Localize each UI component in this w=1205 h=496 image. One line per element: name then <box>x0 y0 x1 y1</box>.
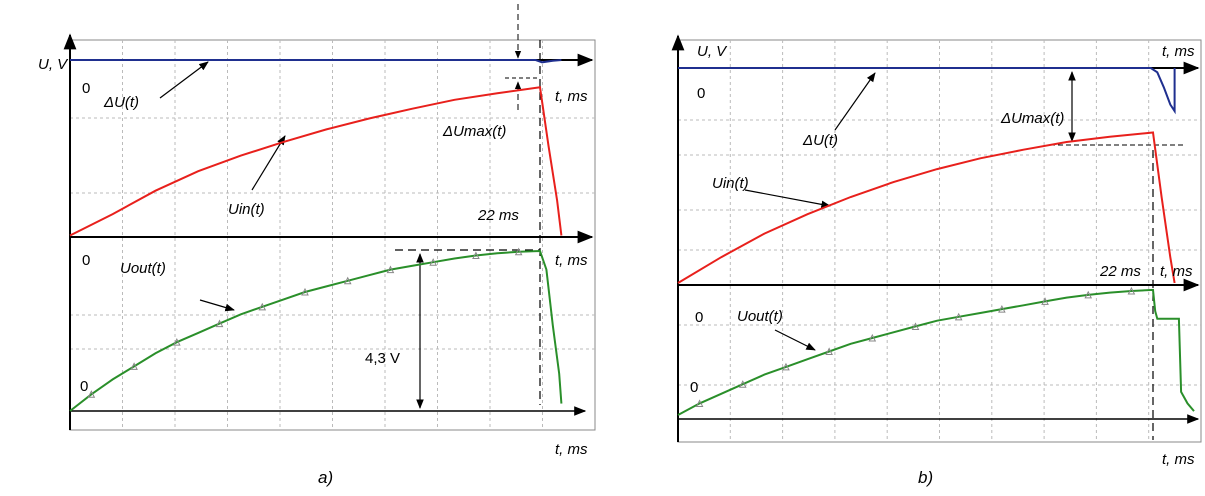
panel-a-uout-marker <box>258 302 267 311</box>
panel-b: U, V t, ms 0 ΔU(t) ΔUmax(t) Uin(t) 22 ms… <box>671 34 1202 487</box>
panel-a-grid <box>70 40 595 430</box>
panel-a-upper-series-0 <box>70 59 562 64</box>
panel-b-uout-marker <box>782 362 790 371</box>
panel-a-22ms-label: 22 ms <box>477 207 519 224</box>
panel-b-uout-marker <box>954 312 963 321</box>
panel-a-series <box>69 59 563 412</box>
panel-b-uin-label: Uin(t) <box>712 175 749 192</box>
panel-b-lower-zero-1: 0 <box>695 309 703 326</box>
panel-b-uout-label: Uout(t) <box>737 308 783 325</box>
panel-b-uout-marker <box>998 305 1006 313</box>
panel-a-uin-pointer <box>251 135 286 191</box>
panel-b-22ms-label: 22 ms <box>1099 263 1141 280</box>
panel-a-lower-zero-1: 0 <box>82 252 90 269</box>
panel-a-uout-marker <box>429 258 437 266</box>
panel-b-lower-zero-2: 0 <box>690 379 698 396</box>
panel-a-uout-marker <box>472 251 480 260</box>
panel-b-uin-pointer <box>744 189 831 209</box>
panel-b-bottom-t-label: t, ms <box>1162 451 1195 468</box>
panel-a-uout-pointer <box>199 299 235 312</box>
panel-b-uout-marker <box>1041 297 1049 305</box>
panel-a-uout-marker <box>130 362 138 370</box>
panel-b-uout-marker <box>738 380 747 388</box>
panel-b-mid-t-label: t, ms <box>1160 263 1193 280</box>
panel-a-caption: a) <box>318 468 333 487</box>
panel-a-dumax-label: ΔUmax(t) <box>442 123 506 140</box>
panel-a-uout-marker <box>514 247 523 256</box>
panel-b-y-axis-label: U, V <box>697 43 728 60</box>
panel-a-uout-marker <box>215 319 224 328</box>
panel-b-uout-marker <box>695 399 704 407</box>
panel-a-uout-marker <box>173 338 181 346</box>
panel-a-upper-t-label: t, ms <box>555 88 588 105</box>
panel-a-uout-marker <box>87 390 96 398</box>
panel-b-upper-series-0 <box>678 67 1176 115</box>
panel-b-uout-marker <box>911 322 920 330</box>
panel-b-upper-zero: 0 <box>697 85 705 102</box>
panel-a-uin-label: Uin(t) <box>228 201 265 218</box>
panel-b-lower-series-0 <box>677 288 1195 416</box>
panel-a-upper-series-1 <box>69 86 563 237</box>
panel-b-uout-marker <box>1084 290 1093 299</box>
panel-b-dumax-label: ΔUmax(t) <box>1000 110 1064 127</box>
panel-b-grid <box>678 40 1201 442</box>
panel-b-series <box>677 67 1195 416</box>
panel-a-upper-zero: 0 <box>82 80 90 97</box>
panel-a-bottom-t-label: t, ms <box>555 441 588 458</box>
panel-a-uout-marker <box>301 287 309 296</box>
panel-a-4v3-label: 4,3 V <box>365 350 400 367</box>
panel-a-lower-zero-2: 0 <box>80 378 88 395</box>
panel-b-du-pointer <box>834 72 876 131</box>
panel-a-du-pointer <box>159 61 209 99</box>
panel-a: U, V 0 ΔU(t) Uin(t) ΔUmax(t) 22 ms t, ms… <box>38 4 596 487</box>
panel-a-y-axis-label: U, V <box>38 56 69 73</box>
panel-a-uout-label: Uout(t) <box>120 260 166 277</box>
panel-b-uout-marker <box>825 347 833 355</box>
panel-b-top-t-label: t, ms <box>1162 43 1195 60</box>
panel-a-lower-series-0 <box>69 249 563 412</box>
panel-b-uout-marker <box>868 333 877 342</box>
panel-b-upper-series-1 <box>677 131 1176 284</box>
panel-b-caption: b) <box>918 468 933 487</box>
panel-a-du-label: ΔU(t) <box>103 94 139 111</box>
panel-b-du-label: ΔU(t) <box>802 132 838 149</box>
panel-b-uout-pointer <box>774 329 816 351</box>
panel-a-uout-marker <box>343 276 352 285</box>
panel-a-mid-t-label: t, ms <box>555 252 588 269</box>
panel-b-uout-marker <box>1127 286 1136 295</box>
panel-a-uout-marker <box>386 265 395 274</box>
